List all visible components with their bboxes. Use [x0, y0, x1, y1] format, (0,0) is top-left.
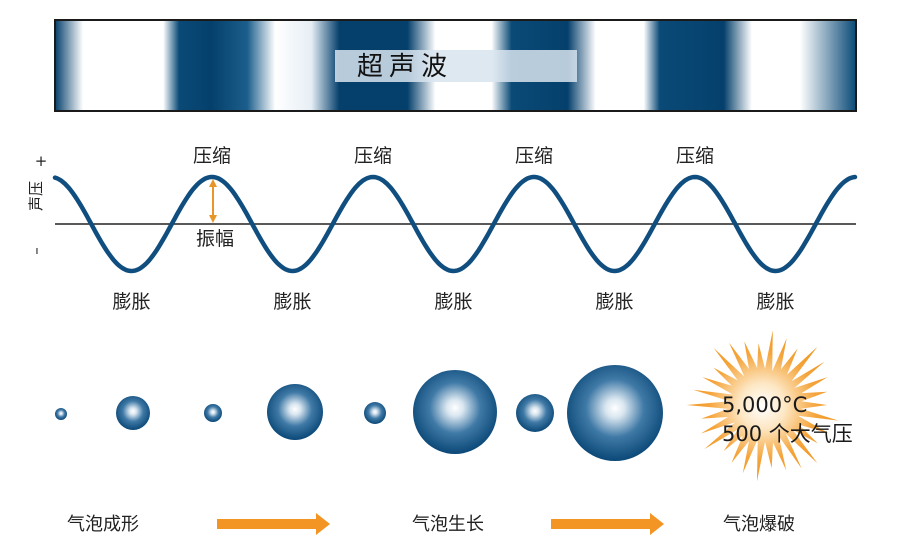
rarefaction-label: 膨胀 [595, 291, 633, 313]
compression-label: 压缩 [676, 145, 714, 167]
cavitation-bubble [204, 404, 222, 422]
banner-title: 超声波 [357, 52, 453, 82]
burst-temperature: 5,000°C [722, 393, 807, 417]
amplitude-label: 振幅 [196, 228, 234, 250]
cavitation-bubble [516, 394, 554, 432]
cavitation-bubble [55, 408, 67, 420]
rarefaction-labels: 膨胀 膨胀 膨胀 膨胀 膨胀 [112, 291, 794, 313]
compression-label: 压缩 [515, 145, 553, 167]
stage-label-formation: 气泡成形 [67, 514, 139, 535]
axis-label-sound-pressure: 声压 [27, 181, 45, 211]
rarefaction-label: 膨胀 [434, 291, 472, 313]
bubble-burst: 5,000°C 500 个大气压 [687, 330, 853, 481]
stage-arrow-1 [217, 513, 330, 535]
ultrasound-banner: 超声波 [55, 20, 856, 111]
axis-plus-sign: + [35, 152, 48, 170]
cavitation-bubble [116, 396, 150, 430]
compression-label: 压缩 [354, 145, 392, 167]
rarefaction-label: 膨胀 [756, 291, 794, 313]
stage-arrow-2 [551, 513, 664, 535]
rarefaction-label: 膨胀 [273, 291, 311, 313]
cavitation-bubble [567, 365, 663, 461]
stage-label-growth: 气泡生长 [412, 514, 484, 535]
pressure-wave-panel: + 声压 – 压缩 压缩 压缩 压缩 膨胀 膨胀 膨胀 膨胀 膨胀 振幅 [27, 145, 856, 313]
cavitation-bubble [364, 402, 386, 424]
stage-labels: 气泡成形 气泡生长 气泡爆破 [67, 513, 795, 535]
compression-label: 压缩 [193, 145, 231, 167]
cavitation-bubble [413, 370, 497, 454]
bubble-sequence [55, 365, 663, 461]
burst-pressure: 500 个大气压 [722, 422, 853, 446]
axis-minus-sign: – [27, 247, 45, 255]
stage-label-burst: 气泡爆破 [723, 514, 795, 535]
cavitation-bubble [267, 384, 323, 440]
rarefaction-label: 膨胀 [112, 291, 150, 313]
compression-labels: 压缩 压缩 压缩 压缩 [193, 145, 714, 167]
